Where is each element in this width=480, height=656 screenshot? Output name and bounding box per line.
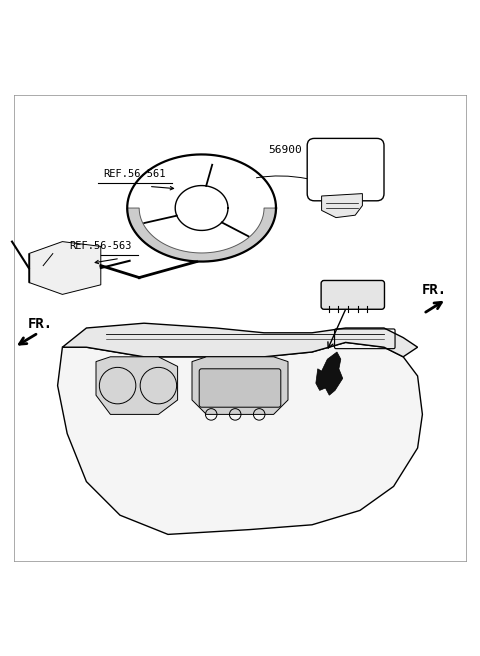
Polygon shape	[316, 352, 343, 395]
Text: 56900: 56900	[269, 145, 302, 155]
Polygon shape	[127, 208, 276, 262]
Polygon shape	[96, 357, 178, 415]
FancyBboxPatch shape	[321, 281, 384, 309]
Text: FR.: FR.	[422, 283, 447, 297]
Text: FR.: FR.	[28, 317, 53, 331]
Text: REF.56-561: REF.56-561	[103, 169, 166, 179]
Polygon shape	[62, 323, 418, 357]
Polygon shape	[58, 342, 422, 535]
Polygon shape	[322, 194, 362, 218]
FancyBboxPatch shape	[199, 369, 281, 407]
Polygon shape	[192, 357, 288, 415]
Text: REF.56-563: REF.56-563	[70, 241, 132, 251]
Text: 84530: 84530	[329, 294, 362, 304]
Polygon shape	[29, 241, 101, 295]
